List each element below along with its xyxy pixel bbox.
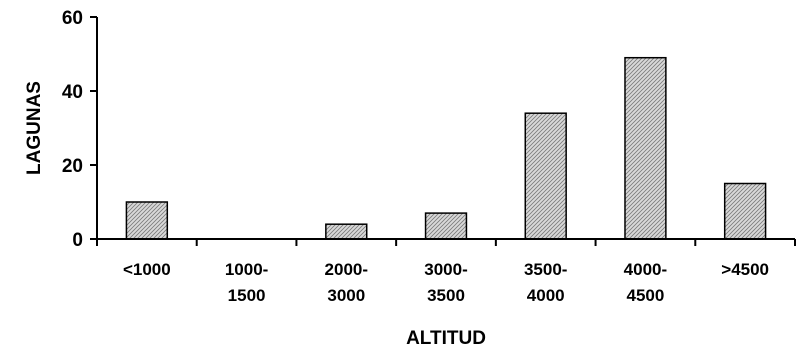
y-tick-label: 40 [62,82,83,103]
y-axis-ticks: 0 20 40 60 [62,8,796,251]
bar [125,201,169,240]
y-tick-label: 60 [62,8,83,29]
x-axis-tick-labels: <1000 1000-1500 2000-3000 3000-3500 3500-400… [123,260,769,305]
y-axis-title: LAGUNAS [24,81,45,175]
y-tick-label: 20 [62,156,83,177]
bar [424,212,468,240]
x-axis-title: ALTITUD [406,328,486,349]
bar [723,182,767,240]
x-tick-label: 4000-4500 [624,260,667,305]
x-tick-label: 1000-1500 [225,260,268,305]
bar [524,112,567,240]
y-tick-label: 0 [72,230,83,251]
x-tick-label: <1000 [123,260,171,279]
bar [325,223,368,240]
axes [96,17,795,240]
x-tick-label: 2000-3000 [325,260,368,305]
x-tick-label: 3500-4000 [524,260,567,305]
bars [125,56,767,240]
x-tick-label: >4500 [721,260,769,279]
x-tick-label: 3000-3500 [424,260,467,305]
bar [624,56,667,240]
